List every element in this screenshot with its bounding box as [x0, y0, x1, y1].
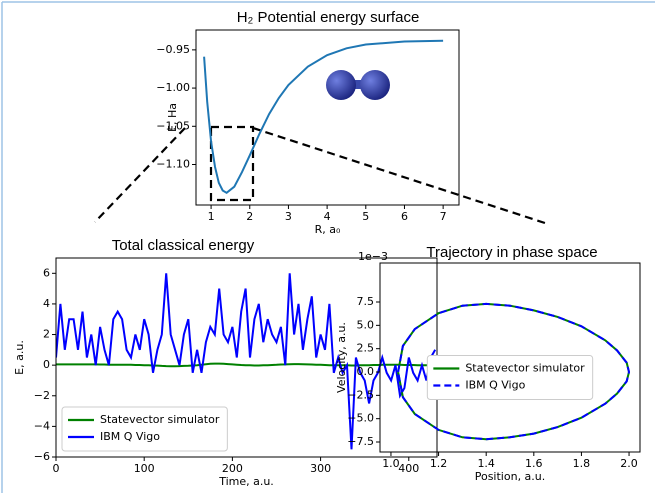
- x-tick-label: 7: [440, 210, 447, 223]
- legend-frame: [426, 355, 594, 400]
- bond: [340, 80, 375, 89]
- series-line: [397, 302, 631, 441]
- y-tick-label: −6: [34, 450, 50, 463]
- legend: Statevector simulator IBM Q Vigo: [61, 406, 228, 452]
- plot-frame: [195, 29, 460, 206]
- y-tick-label: 2: [43, 328, 50, 341]
- y-offset-label: 1e−3: [358, 250, 388, 263]
- y-tick-label: −4: [34, 419, 50, 432]
- x-tick-label: 1.2: [430, 457, 448, 470]
- zoom-marker: [94, 125, 549, 226]
- legend-frame: [61, 406, 228, 452]
- legend-label: Statevector simulator: [100, 413, 220, 426]
- y-axis-label: Velocity, a.u.: [335, 322, 348, 393]
- x-tick-label: 6: [401, 210, 408, 223]
- chart-title: Trajectory in phase space: [426, 244, 597, 261]
- y-tick-label: 5.0: [357, 318, 375, 331]
- x-tick-label: 3: [285, 210, 292, 223]
- atom: [326, 70, 356, 100]
- y-tick-label: −7.5: [347, 435, 374, 448]
- zoom-box: [209, 125, 255, 202]
- y-tick-label: −1.05: [156, 119, 190, 132]
- series-line: [56, 362, 436, 368]
- legend: Statevector simulator IBM Q Vigo: [426, 355, 594, 400]
- y-axis-label: E, a.u.: [13, 340, 26, 375]
- legend-label: IBM Q Vigo: [100, 430, 160, 443]
- x-tick-label: 2: [246, 210, 253, 223]
- x-axis-label: Position, a.u.: [475, 470, 546, 483]
- series-line: [56, 273, 437, 450]
- x-tick-label: 100: [134, 462, 155, 475]
- legend-label: Statevector simulator: [465, 362, 585, 375]
- y-tick-label: 7.5: [357, 295, 375, 308]
- y-tick-label: 0: [43, 358, 50, 371]
- x-tick-label: 1.4: [477, 457, 495, 470]
- x-tick-label: 1: [208, 210, 215, 223]
- y-tick-label: −0.95: [156, 43, 190, 56]
- zoom-line: [94, 127, 186, 223]
- chart-title: Total classical energy: [112, 237, 255, 254]
- x-tick-label: 0: [53, 462, 60, 475]
- x-axis-label: R, a₀: [315, 223, 341, 236]
- x-axis-label: Time, a.u.: [218, 475, 274, 488]
- plot-frame: [379, 262, 641, 453]
- x-tick-label: 1.6: [525, 457, 543, 470]
- y-tick-label: −5.0: [347, 412, 374, 425]
- x-tick-label: 1.0: [382, 457, 400, 470]
- y-axis-label: E, Ha: [166, 103, 179, 132]
- x-tick-label: 400: [398, 462, 419, 475]
- x-tick-label: 2.0: [620, 457, 638, 470]
- series-line: [203, 39, 444, 195]
- x-tick-label: 1.8: [573, 457, 591, 470]
- atom: [360, 70, 390, 100]
- y-tick-label: −2.5: [347, 388, 374, 401]
- y-tick-label: 6: [43, 266, 50, 279]
- y-tick-label: −2: [34, 389, 50, 402]
- chart-title: H₂ Potential energy surface: [237, 9, 420, 26]
- y-tick-label: −1.00: [156, 81, 190, 94]
- x-tick-label: 4: [324, 210, 331, 223]
- x-tick-label: 200: [222, 462, 243, 475]
- x-tick-label: 300: [310, 462, 331, 475]
- y-tick-label: 0.0: [357, 365, 375, 378]
- legend-label: IBM Q Vigo: [465, 379, 525, 392]
- y-tick-label: 2.5: [357, 342, 375, 355]
- y-tick-label: 4: [43, 297, 50, 310]
- molecule-icon: [326, 70, 390, 100]
- y-tick-label: −1.10: [156, 157, 190, 170]
- x-tick-label: 5: [362, 210, 369, 223]
